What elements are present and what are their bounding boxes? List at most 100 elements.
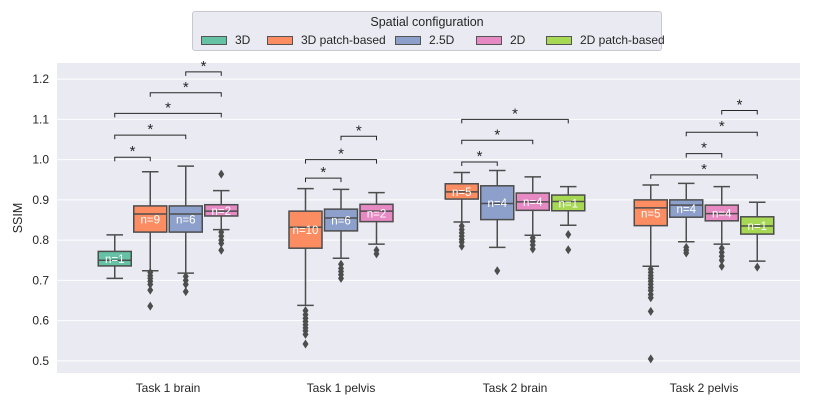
box-2-5d: n=4 bbox=[669, 182, 704, 258]
outlier-point bbox=[683, 248, 690, 258]
legend-label-2d-patch-based: 2D patch-based bbox=[580, 33, 665, 47]
outlier-point bbox=[458, 241, 465, 251]
significance-star: * bbox=[165, 99, 171, 116]
y-tick-label: 0.5 bbox=[32, 354, 49, 368]
outlier-point bbox=[718, 261, 725, 271]
n-label: n=5 bbox=[452, 187, 472, 199]
legend-swatch-3d-patch-based bbox=[267, 35, 293, 45]
legend-swatch-3d bbox=[201, 35, 227, 45]
box-3d-patch-based: n=5 bbox=[444, 171, 479, 251]
x-tick-label: Task 2 brain bbox=[483, 381, 548, 395]
significance-star: * bbox=[130, 143, 136, 160]
significance-bracket bbox=[114, 156, 151, 162]
n-label: n=1 bbox=[747, 221, 767, 233]
box-2d-patch-based: n=1 bbox=[740, 201, 775, 272]
n-label: n=6 bbox=[176, 215, 196, 227]
n-label: n=5 bbox=[641, 208, 661, 220]
outlier-point bbox=[565, 230, 572, 240]
box-2d: n=4 bbox=[515, 176, 550, 254]
legend-swatch-2d bbox=[476, 35, 502, 45]
y-tick-label: 1.1 bbox=[32, 112, 49, 126]
significance-bracket bbox=[461, 161, 498, 167]
legend-swatch-2d-patch-based bbox=[546, 35, 572, 45]
box-3d: n=1 bbox=[97, 234, 132, 280]
legend-item-3d-patch-based: 3D patch-based bbox=[267, 32, 386, 48]
significance-star: * bbox=[320, 164, 326, 181]
outlier-point bbox=[754, 262, 761, 272]
outlier-point bbox=[494, 266, 501, 276]
significance-bracket bbox=[149, 92, 222, 97]
significance-bracket bbox=[114, 112, 222, 118]
significance-bracket bbox=[185, 71, 222, 76]
box-iqr bbox=[669, 199, 704, 218]
y-tick-label: 0.8 bbox=[32, 233, 49, 247]
box-iqr bbox=[133, 205, 168, 233]
outlier-point bbox=[373, 249, 380, 259]
outlier-point bbox=[182, 279, 189, 289]
significance-star: * bbox=[477, 148, 483, 165]
legend-label-3d: 3D bbox=[235, 33, 251, 47]
outlier-point bbox=[147, 285, 154, 295]
significance-star: * bbox=[512, 105, 518, 122]
outlier-point bbox=[529, 244, 536, 254]
outlier-point bbox=[218, 238, 225, 248]
outlier-point bbox=[718, 255, 725, 265]
legend-label-2-5d: 2.5D bbox=[429, 33, 455, 47]
y-tick-label: 0.6 bbox=[32, 314, 49, 328]
n-label: n=9 bbox=[140, 215, 160, 227]
box-iqr bbox=[204, 203, 239, 217]
outlier-point bbox=[338, 273, 344, 283]
box-2-5d: n=4 bbox=[480, 169, 515, 276]
outlier-point bbox=[647, 354, 654, 364]
outlier-point bbox=[218, 169, 225, 179]
y-tick-label: 1.2 bbox=[32, 72, 49, 86]
significance-star: * bbox=[737, 97, 743, 114]
box-iqr bbox=[480, 185, 515, 221]
legend-item-2d: 2D bbox=[476, 32, 525, 48]
significance-bracket bbox=[721, 110, 758, 115]
legend-label-2d: 2D bbox=[510, 33, 526, 47]
box-2d: n=2 bbox=[359, 191, 394, 259]
legend-items: 3D 3D patch-based 2.5D 2D 2D patch-based bbox=[193, 32, 665, 48]
x-tick-label: Task 1 pelvis bbox=[307, 381, 376, 395]
box-iqr bbox=[323, 208, 359, 232]
legend-item-2d-patch-based: 2D patch-based bbox=[546, 32, 665, 48]
n-label: n=2 bbox=[211, 206, 231, 218]
legend-title: Spatial configuration bbox=[370, 15, 484, 29]
x-tick-label: Task 1 brain bbox=[136, 381, 201, 395]
box-iqr bbox=[97, 250, 132, 267]
significance-bracket bbox=[305, 177, 342, 183]
n-label: n=10 bbox=[293, 225, 319, 237]
n-label: n=1 bbox=[558, 198, 578, 210]
n-label: n=1 bbox=[105, 254, 125, 266]
significance-bracket bbox=[305, 159, 377, 164]
n-label: n=4 bbox=[712, 208, 732, 220]
y-tick-label: 1.0 bbox=[32, 153, 49, 167]
outlier-point bbox=[647, 293, 654, 303]
legend-swatch-2-5d bbox=[395, 35, 421, 45]
significance-star: * bbox=[338, 146, 344, 163]
box-iqr bbox=[633, 199, 668, 227]
box-2d: n=4 bbox=[704, 185, 739, 271]
outlier-point bbox=[147, 301, 154, 311]
significance-star: * bbox=[201, 58, 207, 75]
significance-star: * bbox=[494, 126, 500, 143]
significance-bracket bbox=[685, 131, 758, 137]
significance-star: * bbox=[183, 79, 189, 96]
significance-star: * bbox=[701, 161, 707, 178]
box-iqr bbox=[359, 203, 394, 223]
box-iqr bbox=[288, 210, 323, 249]
significance-bracket bbox=[650, 174, 758, 179]
n-label: n=4 bbox=[487, 198, 507, 210]
significance-star: * bbox=[719, 118, 725, 135]
significance-star: * bbox=[701, 140, 707, 157]
outlier-point bbox=[565, 245, 572, 255]
significance-star: * bbox=[356, 122, 362, 139]
box-3d-patch-based: n=5 bbox=[633, 184, 668, 364]
significance-bracket bbox=[461, 139, 534, 145]
box-iqr bbox=[168, 205, 203, 233]
y-tick-label: 0.7 bbox=[32, 273, 49, 287]
y-axis-label: SSIM bbox=[11, 203, 25, 234]
box-2d-patch-based: n=1 bbox=[551, 185, 586, 255]
